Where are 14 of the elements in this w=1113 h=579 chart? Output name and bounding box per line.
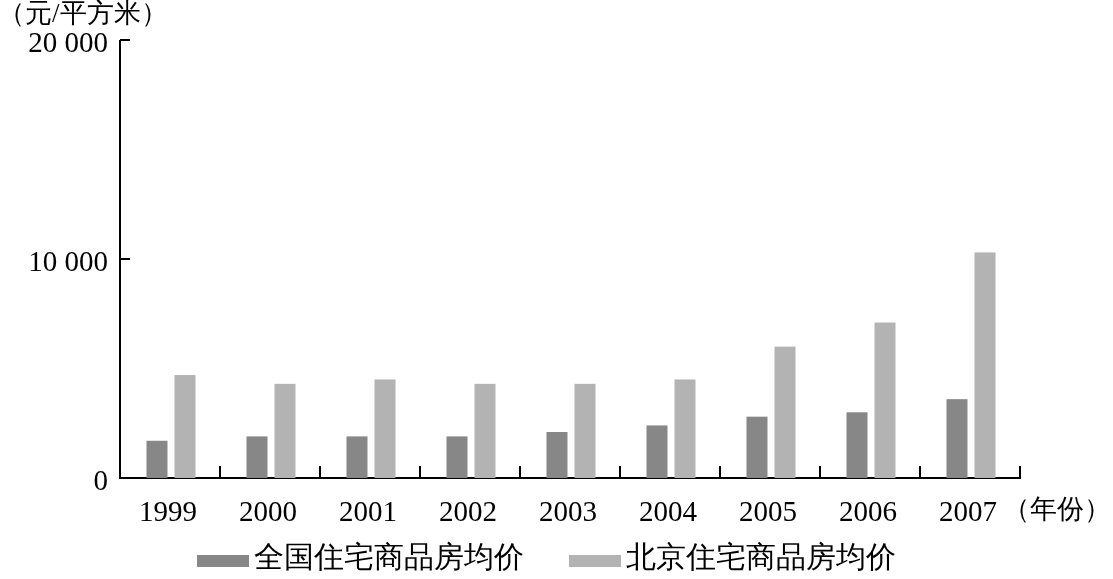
x-tick-label: 2001: [339, 494, 397, 527]
x-tick-label: 2003: [539, 494, 597, 527]
x-axis-title: （年份）: [1003, 494, 1111, 525]
legend-label: 北京住宅商品房均价: [626, 539, 896, 573]
x-tick-label: 2004: [639, 494, 697, 527]
x-tick-label: 2007: [939, 494, 997, 527]
x-tick-label: 2002: [439, 494, 497, 527]
x-tick-label: 2005: [739, 494, 797, 527]
x-tick-label: 2006: [839, 494, 897, 527]
y-tick-label: 10 000: [28, 244, 108, 277]
x-tick-label: 1999: [139, 494, 197, 527]
legend-label: 全国住宅商品房均价: [254, 539, 524, 573]
y-tick-label: 0: [93, 463, 108, 496]
x-tick-label: 2000: [239, 494, 297, 527]
